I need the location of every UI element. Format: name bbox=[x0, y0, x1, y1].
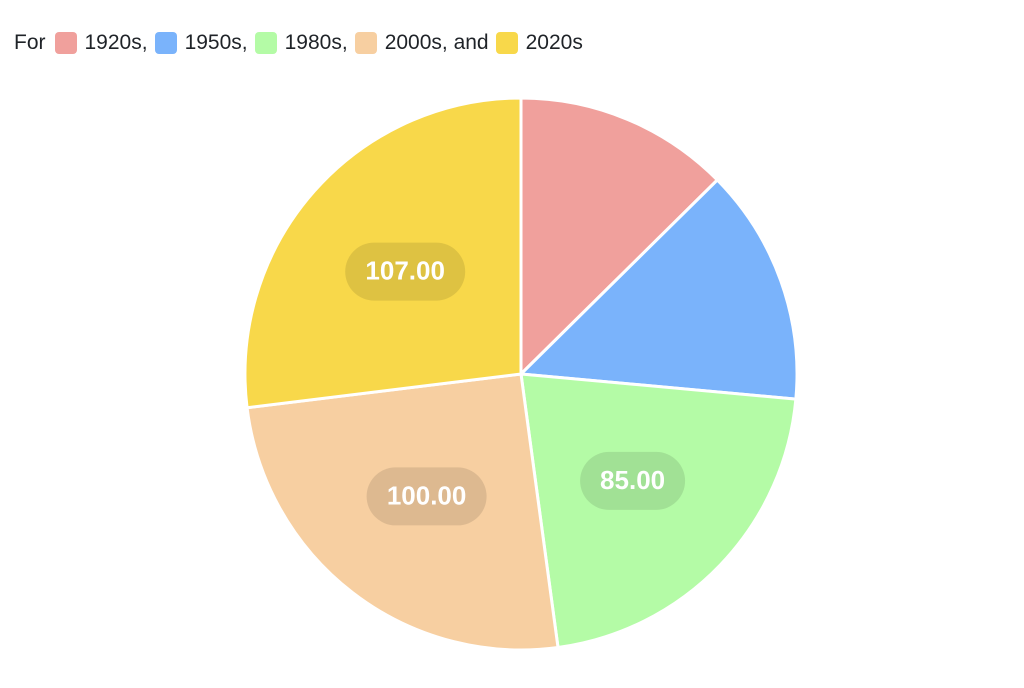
data-label-text: 100.00 bbox=[387, 480, 467, 510]
legend-prefix: For bbox=[14, 31, 46, 54]
pie-slice-1950s[interactable] bbox=[519, 178, 799, 401]
legend: For 1920s, 1950s, 1980s, 2000s, and 2020… bbox=[14, 28, 590, 58]
legend-item-2020s[interactable]: 2020s bbox=[495, 31, 583, 55]
pie-slice-2020s[interactable] bbox=[243, 96, 523, 410]
pie-data-labels: 85.00 100.00 107.00 bbox=[345, 242, 686, 526]
data-label-text: 107.00 bbox=[365, 255, 445, 285]
legend-item-1920s[interactable]: 1920s, bbox=[54, 31, 148, 55]
pie-slice-1920s[interactable] bbox=[519, 96, 719, 376]
pie-slices bbox=[243, 96, 799, 652]
legend-swatch bbox=[54, 32, 77, 54]
pie-slice-1980s[interactable] bbox=[519, 372, 798, 650]
legend-label: 2020s bbox=[525, 31, 583, 54]
legend-swatch bbox=[154, 32, 177, 54]
legend-label: 1920s, bbox=[84, 31, 148, 54]
legend-swatch bbox=[354, 32, 377, 54]
legend-swatch bbox=[254, 32, 277, 54]
legend-item-2000s[interactable]: 2000s, and bbox=[354, 31, 489, 55]
legend-label: 2000s, and bbox=[384, 31, 489, 54]
data-label-1980s: 85.00 bbox=[580, 451, 686, 510]
data-label-background bbox=[580, 451, 686, 510]
legend-item-1980s[interactable]: 1980s, bbox=[254, 31, 348, 55]
data-label-background bbox=[345, 242, 466, 301]
data-label-2020s: 107.00 bbox=[345, 242, 466, 301]
legend-label: 1980s, bbox=[284, 31, 348, 54]
legend-item-1950s[interactable]: 1950s, bbox=[154, 31, 248, 55]
data-label-2000s: 100.00 bbox=[366, 467, 487, 526]
data-label-text: 85.00 bbox=[600, 465, 665, 495]
data-label-background bbox=[366, 467, 487, 526]
legend-label: 1950s, bbox=[184, 31, 248, 54]
legend-swatch bbox=[495, 32, 518, 54]
pie-slice-2000s[interactable] bbox=[245, 372, 560, 652]
